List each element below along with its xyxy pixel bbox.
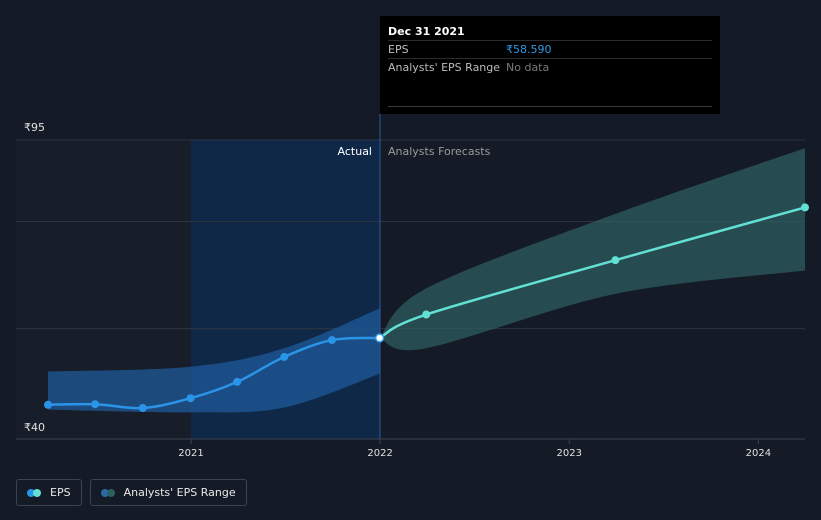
- tooltip: Dec 31 2021 EPS ₹58.590 Analysts' EPS Ra…: [380, 16, 720, 114]
- eps-forecast-point-3: [801, 203, 809, 212]
- legend-eps-label: EPS: [50, 486, 71, 499]
- eps-actual-point-0: [44, 400, 52, 409]
- eps-range-legend-icon: [100, 488, 117, 497]
- eps-points: [44, 203, 809, 413]
- eps-forecast-point-1: [422, 310, 431, 319]
- tooltip-range-value: No data: [506, 61, 550, 74]
- actual-eps-range-band: [48, 308, 380, 413]
- legend-item-eps-range[interactable]: Analysts' EPS Range: [89, 479, 247, 506]
- forecast-eps-range-band: [379, 148, 805, 351]
- legend-eps-range-label: Analysts' EPS Range: [123, 486, 236, 499]
- tooltip-divider: [388, 106, 712, 107]
- tooltip-row-range: Analysts' EPS Range No data: [388, 58, 712, 76]
- eps-highlight-point: [374, 333, 385, 343]
- eps-actual-point-6: [327, 336, 336, 345]
- eps-actual-point-1: [91, 400, 100, 409]
- eps-forecast-line: [378, 206, 806, 340]
- y-tick-label-top: ₹95: [24, 121, 45, 134]
- tooltip-eps-label: EPS: [388, 43, 409, 56]
- actual-label: Actual: [338, 145, 372, 158]
- x-tick-label-3: 2024: [746, 448, 771, 459]
- x-tick-label-1: 2022: [367, 448, 392, 459]
- eps-legend-icon: [27, 488, 43, 497]
- eps-actual-point-5: [280, 352, 289, 361]
- tooltip-date: Dec 31 2021: [388, 25, 465, 38]
- legend-item-eps[interactable]: EPS: [16, 479, 82, 506]
- x-tick-label-2: 2023: [557, 448, 582, 459]
- x-tick-label-0: 2021: [178, 448, 203, 459]
- eps-forecast-point-2: [611, 256, 620, 265]
- tooltip-row-eps: EPS ₹58.590: [388, 40, 712, 58]
- tooltip-range-label: Analysts' EPS Range: [388, 61, 501, 74]
- analysts-forecasts-label: Analysts Forecasts: [388, 145, 491, 158]
- x-axis: 2021 2022 2023 2024: [16, 438, 805, 459]
- eps-actual-point-4: [233, 377, 242, 386]
- legend: EPS Analysts' EPS Range: [16, 479, 247, 506]
- range-bands: [48, 148, 805, 413]
- eps-actual-point-3: [186, 394, 195, 403]
- y-tick-label-bottom: ₹40: [24, 421, 45, 434]
- tooltip-eps-value: ₹58.590: [506, 43, 552, 56]
- eps-actual-point-2: [138, 404, 147, 413]
